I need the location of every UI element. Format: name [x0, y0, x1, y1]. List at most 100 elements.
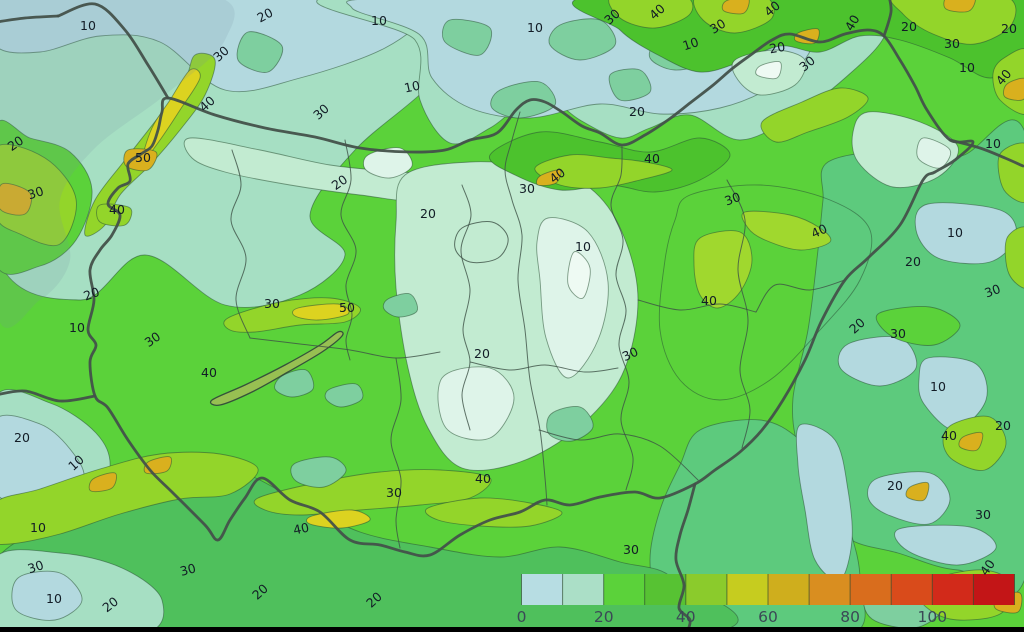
contour-label: 10 [371, 13, 387, 28]
legend-segment [768, 574, 810, 605]
contour-label: 30 [178, 560, 197, 579]
contour-label: 20 [329, 172, 351, 193]
legend-tick-label: 20 [594, 608, 614, 626]
contour-label: 30 [722, 189, 742, 209]
county-border-line [504, 111, 548, 506]
contour-region [894, 524, 997, 566]
contour-region [424, 497, 563, 528]
contour-region [96, 203, 133, 227]
bottom-bar [0, 627, 1024, 632]
contour-label: 40 [701, 293, 717, 308]
legend-tick-label: 0 [517, 608, 527, 626]
contour-label: 20 [768, 39, 786, 57]
contour-label: 10 [985, 136, 1001, 151]
contour-label: 30 [519, 181, 535, 196]
legend-segment [521, 574, 563, 605]
contour-label: 40 [842, 12, 863, 33]
contour-label: 40 [109, 202, 125, 217]
legend-segment [891, 574, 933, 605]
contour-label: 40 [292, 520, 311, 538]
contour-region [437, 366, 515, 441]
contour-label: 10 [527, 20, 543, 35]
contour-region [0, 143, 77, 247]
legend-tick-label: 80 [840, 608, 860, 626]
contour-label: 10 [403, 78, 422, 96]
contour-label: 20 [254, 5, 275, 26]
contour-region [741, 210, 832, 251]
contour-region [755, 61, 782, 80]
country-border-line [56, 2, 170, 100]
contour-region [236, 31, 284, 73]
contour-label: 30 [386, 485, 402, 500]
contour-label: 40 [941, 428, 957, 443]
contour-region [958, 431, 984, 452]
country-border-line [0, 14, 60, 23]
contour-labels: 10 20 10 10 30 40 30 40 10 20 40 20 30 20 10 40 30 10 30 40… [5, 0, 1017, 615]
contour-label: 10 [575, 239, 591, 254]
contour-label: 10 [80, 18, 96, 33]
county-border-line [755, 279, 846, 313]
contour-region [1003, 77, 1024, 101]
contour-region [536, 217, 609, 379]
contour-label: 40 [644, 151, 660, 166]
legend-segment [726, 574, 768, 605]
contour-region [490, 80, 557, 119]
contour-region [1004, 226, 1024, 289]
contour-region [292, 303, 350, 321]
contour-label: 20 [901, 19, 917, 34]
contour-region [536, 169, 562, 187]
legend-segment [850, 574, 892, 605]
contour-region [567, 251, 591, 299]
contour-region [608, 68, 652, 102]
contour-label: 20 [1001, 21, 1017, 36]
contour-region [693, 230, 753, 309]
county-border-line [538, 429, 699, 481]
contour-region [363, 147, 413, 179]
contour-label: 40 [201, 365, 217, 380]
contour-label: 30 [26, 557, 46, 576]
contour-label: 20 [5, 133, 27, 154]
county-border-line [726, 179, 751, 449]
contour-label: 20 [995, 418, 1011, 433]
county-border-line [249, 337, 441, 359]
contour-label: 30 [944, 36, 960, 51]
contour-region [11, 570, 83, 621]
contour-label: 20 [887, 478, 903, 493]
contour-label: 30 [620, 344, 641, 364]
country-border-line [882, 0, 893, 38]
contour-region [721, 0, 750, 15]
contour-region [851, 111, 959, 189]
contour-label: 40 [977, 557, 998, 579]
contour-region [658, 184, 873, 401]
contour-label: 20 [629, 104, 645, 119]
contour-region [534, 154, 673, 189]
county-border-line [460, 184, 472, 431]
legend-tick-label: 40 [676, 608, 696, 626]
contour-label: 30 [142, 329, 164, 350]
contour-label: 20 [905, 254, 921, 269]
legend-tick-label: 60 [758, 608, 778, 626]
contour-region [890, 0, 1017, 45]
contour-label: 30 [975, 507, 991, 522]
contour-region [905, 481, 930, 502]
contour-region [382, 293, 418, 318]
contour-label: 20 [420, 206, 436, 221]
contour-region [760, 87, 869, 143]
legend-segment [562, 574, 604, 605]
country-border-line [948, 138, 1024, 168]
county-border-line [610, 144, 634, 491]
contour-label: 40 [809, 221, 830, 241]
contour-region [441, 18, 493, 56]
contour-label: 30 [890, 326, 906, 341]
contour-region [608, 0, 694, 29]
county-border-line [230, 149, 251, 339]
contour-label: 50 [339, 300, 355, 315]
legend-tick-labels: 0 20 40 60 80 100 [517, 608, 948, 626]
contour-region [88, 472, 117, 493]
contour-label: 20 [81, 284, 101, 304]
contour-label: 10 [959, 60, 975, 75]
contour-label: 10 [681, 34, 701, 53]
contour-label: 10 [69, 320, 85, 335]
